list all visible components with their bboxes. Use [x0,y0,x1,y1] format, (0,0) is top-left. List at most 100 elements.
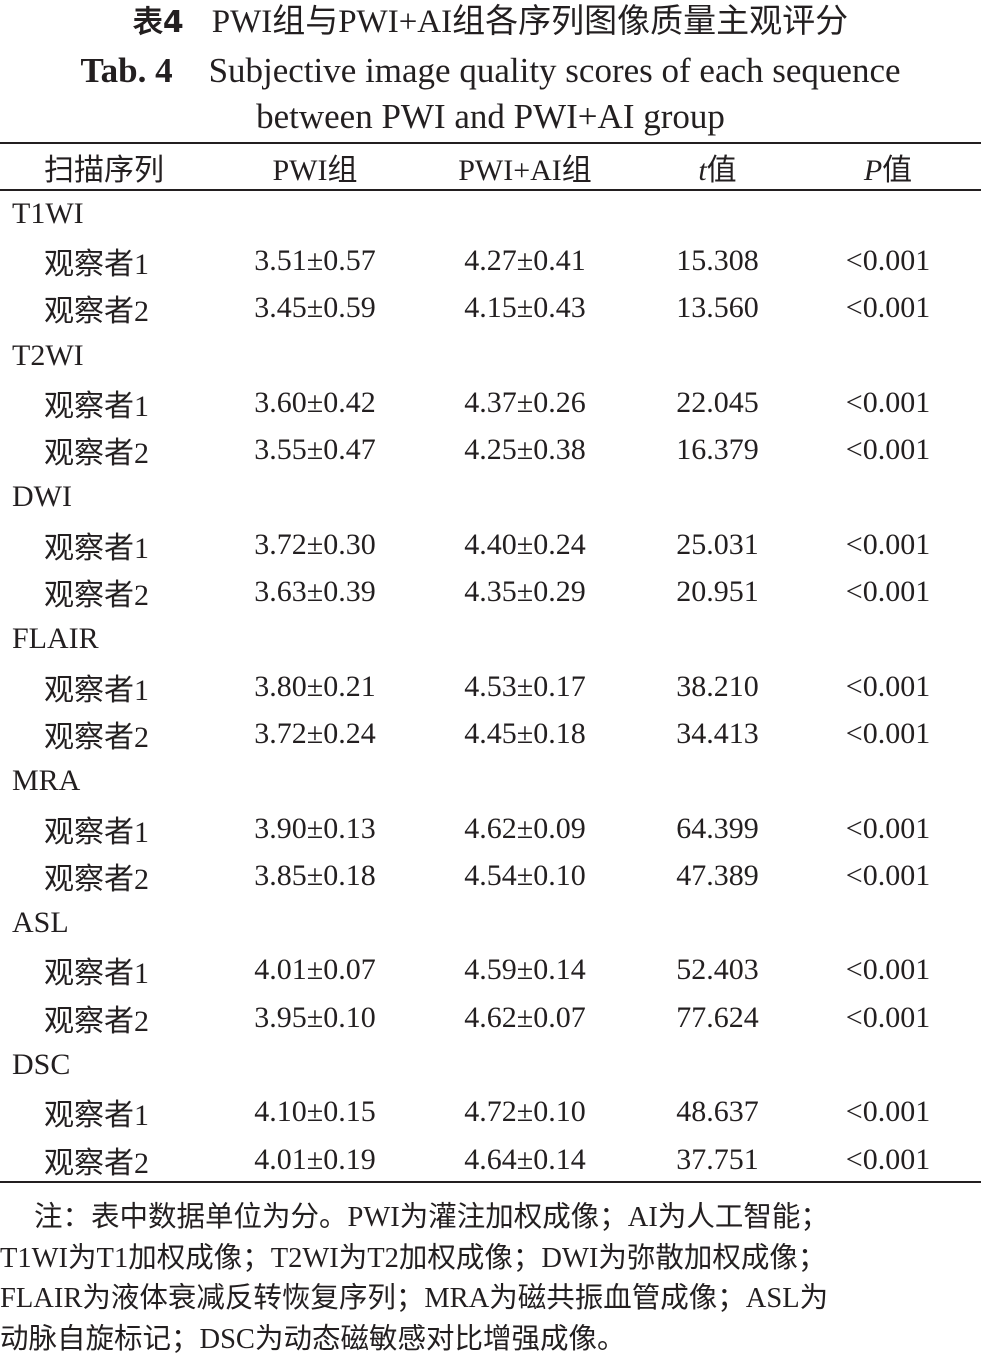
pwi-ai-score-cell: 4.40±0.24 [410,521,640,568]
observer-cell: 观察者1 [0,1089,220,1136]
p-value-cell: <0.001 [795,379,981,426]
pwi-ai-score-cell: 4.15±0.43 [410,285,640,332]
p-value-cell: <0.001 [795,1136,981,1183]
pwi-ai-score-cell: 4.62±0.09 [410,805,640,852]
sequence-group-label: T1WI [0,190,981,237]
p-value-cell: <0.001 [795,947,981,994]
group-row: FLAIR [0,616,981,663]
t-value-cell: 15.308 [640,237,795,284]
header-pwi-ai: PWI+AI组 [410,144,640,190]
p-value-cell: <0.001 [795,285,981,332]
p-value-cell: <0.001 [795,852,981,899]
footnote-line: 注：表中数据单位为分。PWI为灌注加权成像；AI为人工智能； [0,1198,981,1239]
t-value-cell: 20.951 [640,568,795,615]
pwi-score-cell: 3.95±0.10 [220,994,410,1041]
pwi-score-cell: 3.55±0.47 [220,426,410,473]
p-value-cell: <0.001 [795,521,981,568]
header-pwi: PWI组 [220,144,410,190]
table-number-label-en: Tab. 4 [80,51,172,90]
p-value-cell: <0.001 [795,994,981,1041]
p-value-cell: <0.001 [795,805,981,852]
observer-cell: 观察者1 [0,805,220,852]
pwi-score-cell: 3.63±0.39 [220,568,410,615]
observer-cell: 观察者1 [0,663,220,710]
pwi-ai-score-cell: 4.54±0.10 [410,852,640,899]
table-title-text-cn: PWI组与PWI+AI组各序列图像质量主观评分 [212,4,848,40]
t-value-cell: 16.379 [640,426,795,473]
pwi-score-cell: 3.72±0.30 [220,521,410,568]
t-value-cell: 25.031 [640,521,795,568]
p-value-cell: <0.001 [795,663,981,710]
sequence-group-label: MRA [0,758,981,805]
pwi-ai-score-cell: 4.25±0.38 [410,426,640,473]
t-value-cell: 77.624 [640,994,795,1041]
observer-cell: 观察者2 [0,994,220,1041]
pwi-score-cell: 4.01±0.19 [220,1136,410,1183]
table-title-en-line1: Tab. 4 Subjective image quality scores of… [0,48,981,94]
header-t-value: t值 [640,144,795,190]
group-row: T1WI [0,190,981,237]
table-number-label-cn: 表4 [133,5,184,40]
header-p-symbol: P [864,154,882,187]
pwi-ai-score-cell: 4.64±0.14 [410,1136,640,1183]
table-header-row: 扫描序列 PWI组 PWI+AI组 t值 P值 [0,144,981,190]
header-t-symbol: t [698,154,706,187]
observer-cell: 观察者2 [0,710,220,757]
t-value-cell: 38.210 [640,663,795,710]
p-value-cell: <0.001 [795,426,981,473]
header-sequence: 扫描序列 [0,144,220,190]
table-title-en-line2: between PWI and PWI+AI group [0,94,981,140]
group-row: DSC [0,1041,981,1088]
pwi-score-cell: 3.85±0.18 [220,852,410,899]
observer-cell: 观察者1 [0,379,220,426]
observer-cell: 观察者2 [0,568,220,615]
pwi-ai-score-cell: 4.59±0.14 [410,947,640,994]
observer-cell: 观察者1 [0,521,220,568]
t-value-cell: 52.403 [640,947,795,994]
group-row: MRA [0,758,981,805]
pwi-score-cell: 3.72±0.24 [220,710,410,757]
observer-cell: 观察者2 [0,285,220,332]
sequence-group-label: DSC [0,1041,981,1088]
observer-cell: 观察者2 [0,1136,220,1183]
t-value-cell: 37.751 [640,1136,795,1183]
pwi-score-cell: 3.45±0.59 [220,285,410,332]
pwi-score-cell: 4.01±0.07 [220,947,410,994]
p-value-cell: <0.001 [795,568,981,615]
observer-cell: 观察者1 [0,237,220,284]
group-row: ASL [0,899,981,946]
sequence-group-label: FLAIR [0,616,981,663]
table-footnote: 注：表中数据单位为分。PWI为灌注加权成像；AI为人工智能； T1WI为T1加权… [0,1198,981,1360]
observer-cell: 观察者1 [0,947,220,994]
footnote-line: FLAIR为液体衰减反转恢复序列；MRA为磁共振血管成像；ASL为 [0,1279,981,1320]
header-p-value: P值 [795,144,981,190]
pwi-ai-score-cell: 4.72±0.10 [410,1089,640,1136]
table-title-en-text1: Subjective image quality scores of each … [209,51,901,90]
observer-cell: 观察者2 [0,426,220,473]
sequence-group-label: ASL [0,899,981,946]
t-value-cell: 34.413 [640,710,795,757]
pwi-ai-score-cell: 4.27±0.41 [410,237,640,284]
header-p-suffix: 值 [882,154,912,187]
table-title-english: Tab. 4 Subjective image quality scores of… [0,48,981,140]
pwi-score-cell: 3.90±0.13 [220,805,410,852]
pwi-score-cell: 3.80±0.21 [220,663,410,710]
pwi-ai-score-cell: 4.45±0.18 [410,710,640,757]
pwi-ai-score-cell: 4.35±0.29 [410,568,640,615]
t-value-cell: 13.560 [640,285,795,332]
table-title-chinese: 表4 PWI组与PWI+AI组各序列图像质量主观评分 [0,2,981,43]
